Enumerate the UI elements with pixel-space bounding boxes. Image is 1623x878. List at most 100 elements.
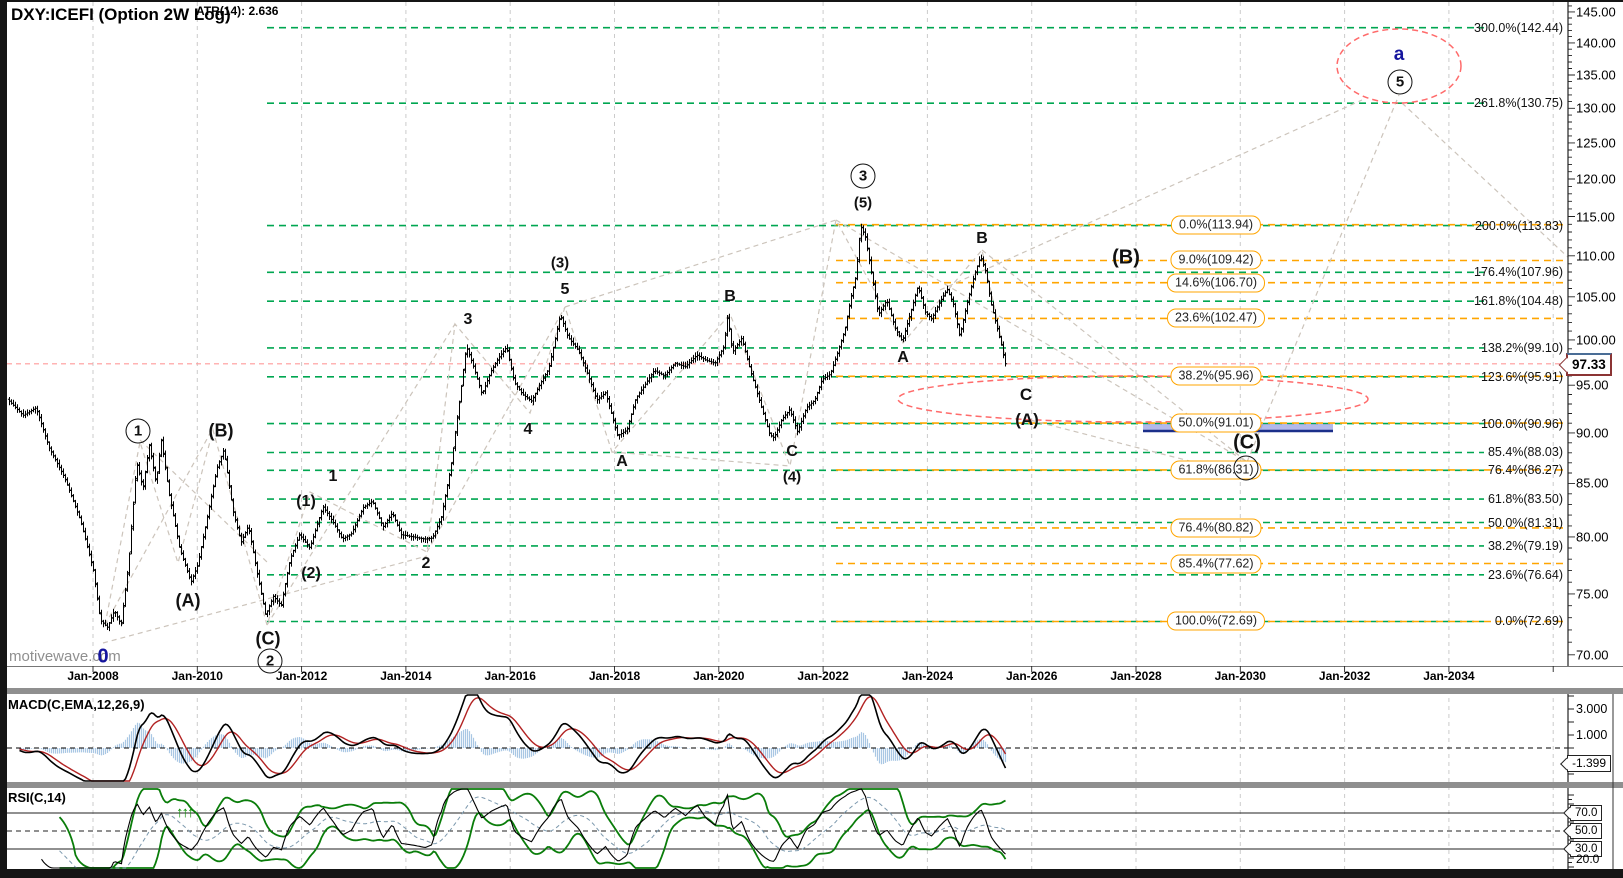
fib-retracement-label: 9.0%(109.42) (1170, 250, 1262, 270)
vertical-gridlines (92, 2, 1554, 869)
price-axis-label: 120.00 (1576, 171, 1616, 187)
price-axis-label: 90.00 (1576, 425, 1609, 441)
fib-retracement-label: 85.4%(77.62) (1170, 554, 1262, 574)
rsi-lower-band (59, 809, 1007, 869)
macd-panel-divider (0, 688, 1623, 694)
fib-extension-label: 23.6%(76.64) (1487, 567, 1563, 582)
fib-retracement-label: 50.0%(91.01) (1170, 413, 1262, 433)
target-ellipse (1336, 28, 1462, 104)
macd-axis-label: 3.000 (1576, 702, 1608, 716)
fib-extension-label: 50.0%(81.31) (1487, 515, 1563, 530)
wave-label: 3 (463, 311, 473, 328)
price-axis-label: 135.00 (1576, 67, 1616, 83)
rsi-level-50-tag: 50.0 (1570, 823, 1603, 839)
x-axis-label: Jan-2022 (797, 669, 849, 683)
wave-label: (4) (782, 468, 802, 486)
wave-label: (1) (296, 493, 316, 510)
wave-label: A (897, 349, 909, 366)
price-axis-label: 105.00 (1576, 289, 1616, 305)
x-axis-label: Jan-2032 (1318, 669, 1371, 683)
fib-extension-label: 138.2%(99.10) (1480, 340, 1563, 355)
symbol-title: DXY:ICEFI (Option 2W Log) (11, 5, 231, 24)
price-axis-label: 140.00 (1576, 35, 1616, 51)
wave-label: (5) (853, 194, 873, 212)
price-axis-label: 85.00 (1576, 475, 1609, 491)
fib-extension-label: 200.0%(113.83) (1474, 218, 1563, 233)
wave-circle-label: 5 (1387, 69, 1413, 95)
atr-readout: ATR(14): 2.636 (196, 4, 279, 18)
fib-retracement-label: 23.6%(102.47) (1166, 308, 1266, 328)
rsi-upper-band (58, 788, 1006, 869)
wave-label: (B) (1112, 246, 1140, 269)
price-axis-label: 100.00 (1576, 332, 1616, 348)
watermark: motivewave.com (9, 648, 121, 665)
macd-signal-line (19, 696, 1007, 782)
wave-label: (A) (1015, 410, 1039, 429)
wave-circle-label: 3 (850, 163, 876, 189)
fib-retracement-label: 76.4%(80.82) (1170, 518, 1262, 538)
x-axis-label: Jan-2026 (1006, 669, 1058, 683)
fib-extension-label: 176.4%(107.96) (1474, 265, 1563, 280)
fib-extension-label: 0.0%(72.69) (1494, 614, 1563, 629)
price-axis-label: 110.00 (1576, 248, 1615, 264)
rsi-level-30-tag: 30.0 (1570, 841, 1603, 857)
x-axis-label: Jan-2008 (67, 669, 119, 683)
rsi-line (41, 788, 1006, 869)
fib-extension-label: 76.4%(86.27) (1487, 463, 1563, 478)
x-axis-label: Jan-2014 (380, 669, 432, 683)
wave-label: (B) (208, 420, 234, 441)
macd-value-tag: -1.399 (1567, 755, 1612, 772)
fib-extension-label: 261.8%(130.75) (1474, 96, 1563, 111)
x-axis-label: Jan-2034 (1423, 669, 1475, 683)
wave-label: 1 (328, 468, 338, 485)
current-price-tag: 97.33 (1566, 353, 1612, 376)
wave-label: B (976, 230, 988, 247)
bottom-bar (0, 869, 1623, 878)
x-axis-label: Jan-2024 (901, 669, 954, 683)
wave-label: (A) (175, 590, 201, 611)
price-axis-label: 75.00 (1576, 586, 1609, 602)
price-axis-label: 95.00 (1576, 377, 1609, 393)
price-axis-label: 125.00 (1576, 135, 1616, 151)
rsi-level-70-tag: 70.0 (1570, 805, 1603, 821)
price-axis-label: 115.00 (1576, 209, 1615, 225)
wave-label: (2) (301, 565, 321, 582)
fib-retracement-label: 0.0%(113.94) (1170, 215, 1262, 235)
macd-histogram (18, 722, 1007, 765)
wave-label: 2 (421, 555, 431, 572)
buy-signal-arrows-icon: ↑↑↑ (176, 804, 194, 821)
wave-label: (3) (550, 254, 570, 272)
wave-label: C (786, 443, 798, 460)
price-axis-label: 70.00 (1576, 647, 1609, 663)
x-axis-label: Jan-2012 (275, 669, 328, 683)
rsi-panel-divider (0, 782, 1623, 788)
x-axis-label: Jan-2018 (588, 669, 641, 683)
x-axis-label: Jan-2020 (693, 669, 745, 683)
fib-extension-label: 61.8%(83.50) (1487, 492, 1563, 507)
wave-label: a (1393, 44, 1405, 65)
wave-label: B (724, 288, 736, 305)
price-axis-label: 80.00 (1576, 529, 1609, 545)
wave-label: 4 (523, 421, 533, 438)
fib-extension-label: 100.0%(90.96) (1480, 416, 1563, 431)
wave-circle-label: 1 (125, 418, 151, 444)
fib-extension-label: 38.2%(79.19) (1487, 538, 1563, 553)
fib-extension-label: 161.8%(104.48) (1474, 294, 1563, 309)
ohlc-bars (7, 223, 1008, 632)
wave-label: (C) (255, 628, 281, 649)
price-axis-label: 130.00 (1576, 100, 1616, 116)
fib-extension-label: 85.4%(88.03) (1487, 445, 1563, 460)
rsi-panel-label: RSI(C,14) (8, 790, 66, 805)
rsi-axis-label-20: 20.0 (1576, 852, 1600, 866)
fib-retracement-label: 100.0%(72.69) (1166, 611, 1266, 631)
x-axis-label: Jan-2030 (1214, 669, 1266, 683)
fib-retracement-label: 14.6%(106.70) (1166, 273, 1266, 293)
macd-axis-label: 1.000 (1576, 728, 1608, 742)
fib-extension-label: 123.6%(95.91) (1480, 369, 1563, 384)
axes (92, 2, 1614, 869)
wave-label: C (1019, 385, 1033, 404)
macd-pane (7, 694, 1568, 782)
x-axis-label: Jan-2028 (1110, 669, 1162, 683)
x-axis-label: Jan-2016 (484, 669, 536, 683)
